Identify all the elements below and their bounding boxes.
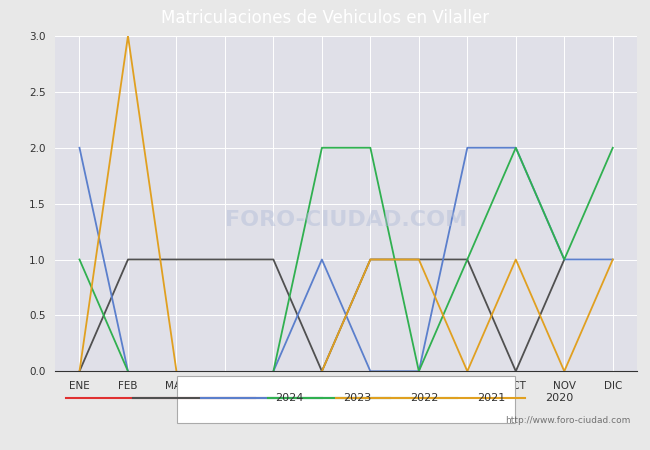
Text: FORO-CIUDAD.COM: FORO-CIUDAD.COM [225,211,467,230]
Text: 2021: 2021 [478,393,506,403]
Text: 2024: 2024 [275,393,304,403]
Text: 2020: 2020 [545,393,573,403]
Text: 2022: 2022 [410,393,439,403]
Text: http://www.foro-ciudad.com: http://www.foro-ciudad.com [505,416,630,425]
FancyBboxPatch shape [177,376,515,423]
Text: 2023: 2023 [343,393,371,403]
Text: Matriculaciones de Vehiculos en Vilaller: Matriculaciones de Vehiculos en Vilaller [161,9,489,27]
